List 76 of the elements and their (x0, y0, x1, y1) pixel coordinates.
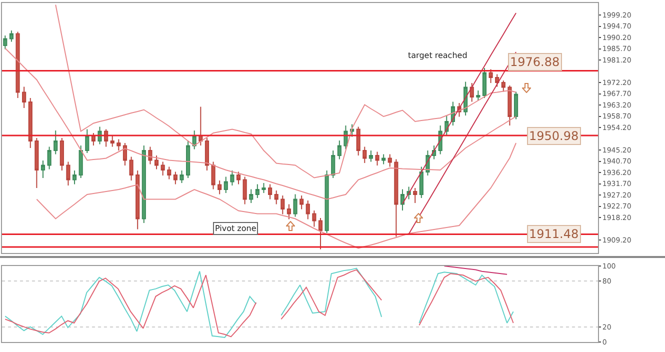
candlestick (34, 138, 39, 188)
candlestick (180, 170, 184, 184)
candlestick (286, 204, 292, 220)
candlestick (255, 184, 260, 198)
candlestick (514, 91, 518, 120)
candlestick (331, 150, 336, 178)
candlestick (318, 218, 323, 250)
candlestick (236, 171, 241, 185)
line-series (444, 266, 508, 275)
candlestick (413, 188, 418, 204)
candlestick (186, 140, 190, 178)
candlestick (382, 154, 386, 165)
candlestick (488, 68, 493, 84)
candlestick (508, 85, 512, 126)
annotation: Pivot zone (215, 224, 256, 233)
candlestick (268, 184, 272, 200)
candlestick (78, 145, 83, 178)
candlestick (470, 82, 474, 102)
candlestick (249, 188, 254, 204)
candlestick (85, 128, 90, 154)
candlestick (495, 74, 500, 88)
candlestick (204, 138, 210, 171)
candlestick (129, 156, 134, 181)
candlestick (47, 146, 52, 170)
candlestick (116, 138, 121, 151)
candlestick (72, 170, 77, 185)
candlestick (142, 145, 146, 224)
candlestick (388, 154, 392, 168)
candlestick (501, 80, 506, 92)
candlestick (16, 31, 20, 98)
candlestick (60, 138, 64, 171)
candlestick (242, 176, 247, 205)
candlestick (368, 150, 373, 162)
candlestick (9, 30, 14, 42)
candlestick (337, 140, 342, 160)
candlestick (262, 182, 266, 194)
candlestick (482, 68, 487, 98)
candlestick (198, 106, 203, 146)
candlestick (375, 151, 380, 166)
candlestick (419, 166, 424, 198)
candlestick (91, 132, 96, 146)
candlestick (173, 171, 178, 185)
candlestick (293, 194, 298, 218)
candlestick (160, 161, 165, 176)
candlestick (476, 90, 480, 101)
candlestick (274, 190, 278, 205)
line-series (36, 142, 517, 249)
candlestick (230, 170, 234, 186)
candlestick (122, 142, 128, 166)
candlestick (66, 161, 70, 186)
candlestick (224, 176, 228, 194)
candlestick (280, 195, 285, 215)
ref-line-label: 1911.48 (529, 227, 579, 241)
candlestick (211, 161, 216, 190)
candlestick (148, 146, 152, 165)
candlestick (22, 86, 26, 108)
candlestick (394, 158, 398, 238)
annotation: target reached (408, 51, 468, 60)
candlestick (312, 210, 316, 228)
candlestick (167, 166, 172, 180)
candlestick (400, 188, 405, 211)
candlestick (110, 135, 114, 148)
candlestick (362, 146, 367, 164)
candlestick (218, 180, 222, 195)
candlestick (28, 98, 32, 148)
candlestick (356, 126, 360, 156)
candlestick (40, 160, 46, 178)
candlestick (306, 200, 310, 220)
candlestick (136, 170, 140, 230)
ref-line-label: 1976.88 (510, 55, 560, 69)
candlestick (54, 130, 58, 155)
candlestick (300, 195, 304, 210)
candlestick (324, 170, 329, 234)
ref-line-label: 1950.98 (529, 129, 579, 143)
candlestick (154, 155, 159, 170)
candlestick (3, 35, 8, 50)
